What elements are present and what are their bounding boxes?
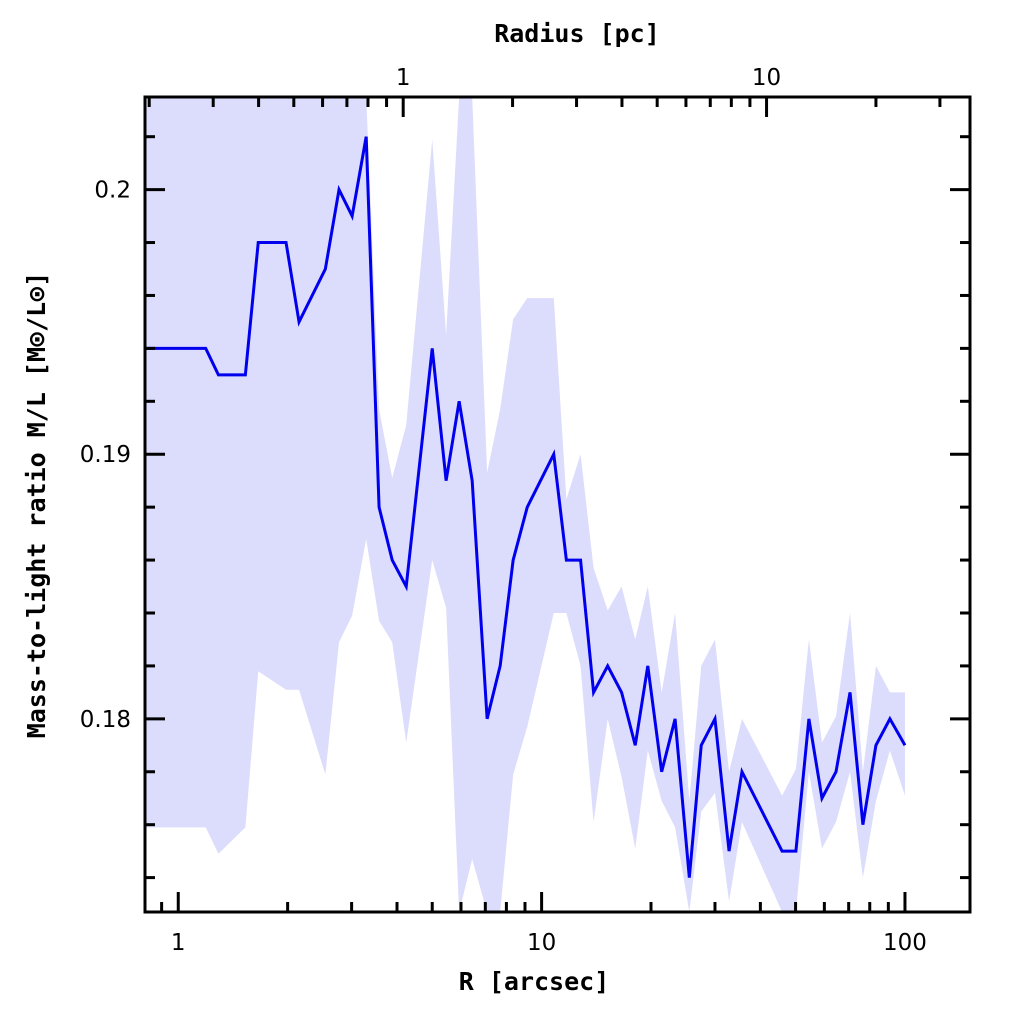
plot-area (145, 97, 907, 912)
top-tick-label: 1 (396, 65, 411, 91)
axes: 1 10 100 1 10 0.18 0.19 0.2 (80, 65, 972, 956)
y-tick-label: 0.19 (80, 442, 131, 468)
ml-profile-line (145, 136, 907, 878)
y-axis-title: Mass-to-light ratio M/L [M⊙/L⊙] (22, 272, 51, 739)
x-axis-title: R [arcsec] (459, 967, 610, 996)
y-tick-label: 0.2 (94, 178, 131, 204)
top-tick-label: 10 (752, 65, 781, 91)
y-tick-label: 0.18 (80, 707, 131, 733)
axes-frame (143, 95, 972, 914)
x-tick-label: 100 (883, 930, 927, 956)
top-axis-title: Radius [pc] (494, 19, 660, 48)
x-tick-label: 1 (171, 930, 186, 956)
uncertainty-band (145, 97, 905, 912)
x-tick-label: 10 (527, 930, 556, 956)
